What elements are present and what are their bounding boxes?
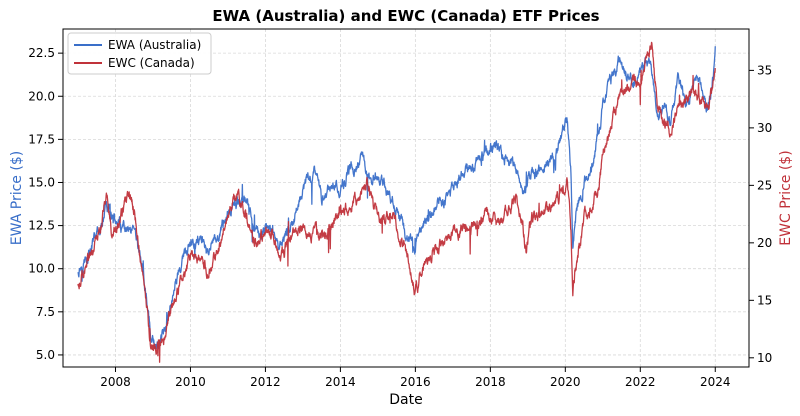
x-tick-label: 2008 bbox=[100, 375, 131, 389]
x-tick-label: 2024 bbox=[700, 375, 731, 389]
right-y-tick-label: 30 bbox=[757, 121, 772, 135]
legend-label-ewa: EWA (Australia) bbox=[108, 38, 201, 52]
left-y-tick-label: 12.5 bbox=[28, 219, 55, 233]
chart-title: EWA (Australia) and EWC (Canada) ETF Pri… bbox=[212, 7, 599, 25]
right-y-axis-label: EWC Price ($) bbox=[778, 150, 794, 245]
left-y-tick-label: 15.0 bbox=[28, 175, 55, 189]
grid bbox=[63, 29, 749, 367]
x-axis-label: Date bbox=[389, 392, 422, 408]
x-tick-label: 2018 bbox=[475, 375, 506, 389]
series-layer bbox=[77, 41, 716, 363]
x-tick-label: 2016 bbox=[400, 375, 431, 389]
x-tick-label: 2014 bbox=[325, 375, 356, 389]
axis-ticks: 2008 2010 2012 2014 2016 2018 2020 2022 20245.07… bbox=[28, 46, 772, 389]
x-tick-label: 2022 bbox=[625, 375, 656, 389]
left-y-tick-label: 22.5 bbox=[28, 46, 55, 60]
right-y-tick-label: 15 bbox=[757, 293, 772, 307]
x-tick-label: 2012 bbox=[250, 375, 281, 389]
left-y-axis-label: EWA Price ($) bbox=[9, 151, 25, 245]
right-y-tick-label: 25 bbox=[757, 178, 772, 192]
x-tick-label: 2010 bbox=[175, 375, 206, 389]
legend-box bbox=[67, 32, 212, 75]
right-y-tick-label: 20 bbox=[757, 236, 772, 250]
right-y-tick-label: 10 bbox=[757, 351, 772, 365]
x-tick-label: 2020 bbox=[550, 375, 581, 389]
series-line-ewc bbox=[77, 41, 716, 363]
series-line-ewa bbox=[77, 46, 716, 350]
left-y-tick-label: 20.0 bbox=[28, 89, 55, 103]
left-y-tick-label: 5.0 bbox=[36, 348, 55, 362]
plot-area-frame bbox=[62, 28, 750, 368]
legend-label-ewc: EWC (Canada) bbox=[108, 56, 195, 70]
legend: EWA (Australia) EWC (Canada) bbox=[67, 32, 212, 75]
left-y-tick-label: 7.5 bbox=[36, 305, 55, 319]
left-y-tick-label: 17.5 bbox=[28, 132, 55, 146]
left-y-tick-label: 10.0 bbox=[28, 262, 55, 276]
right-y-tick-label: 35 bbox=[757, 63, 772, 77]
